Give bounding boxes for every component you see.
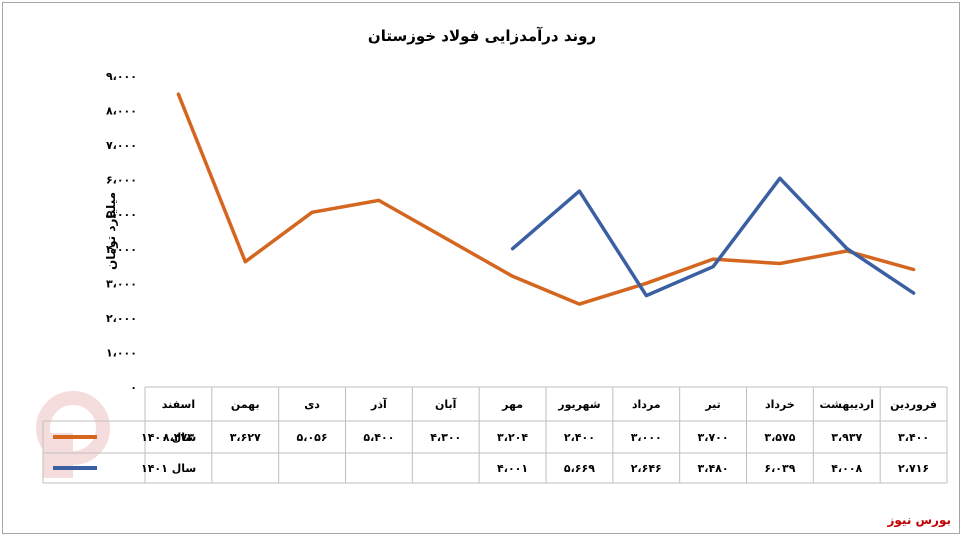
category-label: اسفند bbox=[162, 398, 195, 411]
table-value: ۲،۶۴۶ bbox=[631, 462, 662, 475]
series-line bbox=[510, 176, 916, 298]
category-label: مهر bbox=[501, 398, 523, 411]
y-tick-label: ۶،۰۰۰ bbox=[106, 174, 137, 187]
category-label: آذر bbox=[370, 397, 387, 411]
table-value: ۵،۴۰۰ bbox=[363, 431, 394, 444]
table-value: ۸،۴۷۳ bbox=[163, 431, 194, 444]
table-value: ۲،۴۰۰ bbox=[564, 431, 595, 444]
table-value: ۵،۶۶۹ bbox=[564, 462, 595, 475]
y-tick-label: ۰ bbox=[130, 381, 137, 394]
category-label: اردیبهشت bbox=[820, 398, 874, 411]
table-value: ۳،۷۰۰ bbox=[698, 431, 729, 444]
table-value: ۳،۶۲۷ bbox=[230, 431, 261, 444]
y-tick-label: ۵،۰۰۰ bbox=[106, 208, 137, 221]
brand-label: بورس نیوز bbox=[887, 513, 951, 527]
category-label: خرداد bbox=[765, 398, 795, 411]
series-lines bbox=[176, 92, 916, 306]
legend-series-name: سال ۱۴۰۱ bbox=[141, 462, 196, 475]
y-tick-label: ۴،۰۰۰ bbox=[106, 243, 137, 256]
y-tick-label: ۳،۰۰۰ bbox=[106, 277, 137, 290]
table-value: ۳،۰۰۰ bbox=[631, 431, 662, 444]
table-value: ۴،۳۰۰ bbox=[430, 431, 461, 444]
series-line bbox=[176, 92, 916, 306]
table-value: ۳،۴۰۰ bbox=[898, 431, 929, 444]
category-label: آبان bbox=[435, 397, 457, 411]
category-label: تیر bbox=[704, 398, 720, 411]
table-value: ۵،۰۵۶ bbox=[297, 431, 328, 444]
table-value: ۲،۷۱۶ bbox=[898, 462, 929, 475]
y-tick-label: ۲،۰۰۰ bbox=[106, 312, 137, 325]
legend-series-name: سال ۱۴۰۰ bbox=[141, 431, 196, 444]
category-label: مرداد bbox=[632, 398, 661, 411]
table-value: ۳،۴۸۰ bbox=[698, 462, 729, 475]
table-value: ۳،۵۷۵ bbox=[764, 431, 795, 444]
table-value: ۳،۹۳۷ bbox=[831, 431, 862, 444]
line-chart: روند درآمدزایی فولاد خوزستان میلیارد توم… bbox=[36, 27, 948, 484]
category-label: فروردین bbox=[890, 398, 937, 411]
table-value: ۶،۰۳۹ bbox=[764, 462, 795, 475]
y-tick-label: ۸،۰۰۰ bbox=[106, 105, 137, 118]
chart-title: روند درآمدزایی فولاد خوزستان bbox=[368, 27, 596, 45]
y-tick-label: ۹،۰۰۰ bbox=[106, 70, 137, 83]
table-value: ۳،۲۰۴ bbox=[497, 431, 528, 444]
category-label: دی bbox=[304, 398, 320, 411]
y-tick-label: ۷،۰۰۰ bbox=[106, 139, 137, 152]
y-axis-label: میلیارد تومان bbox=[104, 192, 119, 270]
table-value: ۴،۰۰۱ bbox=[497, 462, 528, 475]
category-label: بهمن bbox=[231, 398, 260, 411]
category-label: شهریور bbox=[557, 398, 600, 411]
y-axis: ۰ ۱،۰۰۰ ۲،۰۰۰ ۳،۰۰۰ ۴،۰۰۰ ۵،۰۰۰ ۶،۰۰۰ ۷،۰۰۰ ۸،۰۰… bbox=[106, 70, 137, 394]
y-tick-label: ۱،۰۰۰ bbox=[106, 346, 137, 359]
table-value: ۴،۰۰۸ bbox=[831, 462, 862, 475]
chart-frame: روند درآمدزایی فولاد خوزستان میلیارد توم… bbox=[2, 2, 960, 534]
data-table: فروردین اردیبهشت خرداد تیر مرداد شهریور مهر آبا… bbox=[42, 386, 948, 484]
